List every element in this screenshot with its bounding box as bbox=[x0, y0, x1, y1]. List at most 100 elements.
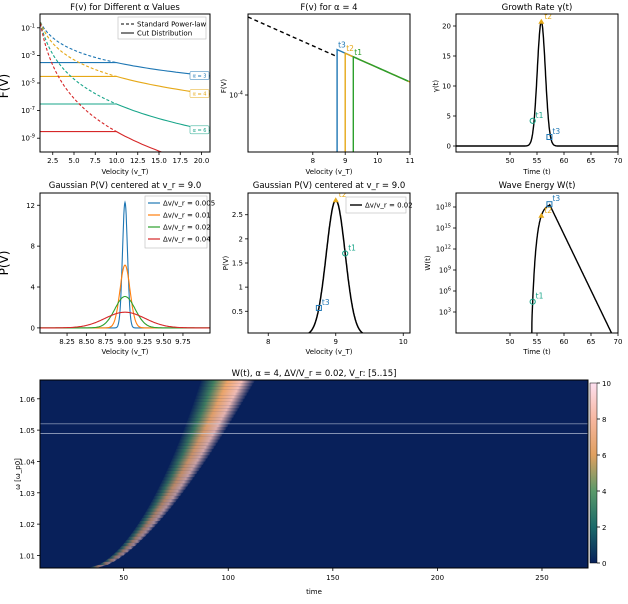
heatmap-band-segment bbox=[174, 448, 214, 453]
heatmap-band-segment bbox=[111, 552, 128, 556]
legend-entry: Δv/v_r = 0.04 bbox=[163, 236, 211, 244]
heatmap-band-segment bbox=[137, 521, 160, 525]
x-tick-label: 50 bbox=[506, 157, 515, 165]
panel-title: Growth Rate γ(t) bbox=[502, 3, 573, 13]
powerlaw-line bbox=[248, 16, 336, 57]
y-axis-label: ω [ω_p0] bbox=[14, 458, 22, 490]
heatmap-band-segment bbox=[166, 467, 201, 471]
heatmap-band-segment bbox=[197, 386, 252, 390]
plot-frame bbox=[455, 192, 619, 334]
legend-entry: Δv/v_r = 0.02 bbox=[163, 224, 211, 232]
y-tick-label: 10-3 bbox=[21, 51, 35, 60]
x-tick-label: 200 bbox=[431, 574, 444, 582]
wave-energy-curve bbox=[531, 203, 613, 333]
series-tag: α = 4 bbox=[193, 92, 207, 98]
y-tick-label: 2.5 bbox=[232, 211, 243, 219]
heatmap-band-segment bbox=[143, 511, 168, 515]
heatmap-band-segment bbox=[124, 539, 142, 543]
y-tick-label: 10-1 bbox=[21, 23, 35, 32]
legend: Δv/v_r = 0.02 bbox=[345, 196, 413, 214]
legend-entry: Δv/v_r = 0.005 bbox=[163, 200, 215, 208]
heatmap-band-segment bbox=[115, 549, 132, 553]
time-marker bbox=[546, 201, 553, 208]
heatmap-band-segment bbox=[188, 414, 235, 418]
colorbar-tick-label: 4 bbox=[602, 488, 607, 496]
heatmap-band-segment bbox=[98, 561, 114, 565]
time-marker bbox=[529, 298, 536, 305]
time-marker bbox=[538, 18, 545, 24]
y-tick-label: 12 bbox=[26, 202, 35, 210]
panel-title: W(t), α = 4, ΔV/V_r = 0.02, V_r: [5..15] bbox=[232, 369, 397, 379]
x-axis-label: time bbox=[306, 588, 322, 596]
time-marker bbox=[342, 250, 349, 257]
time-marker-label: t2 bbox=[544, 206, 552, 215]
heatmap-band-segment bbox=[147, 505, 173, 509]
time-marker-label: t3 bbox=[552, 194, 560, 203]
colorbar-tick-label: 0 bbox=[602, 560, 606, 568]
y-tick-label: 109 bbox=[439, 266, 451, 275]
heatmap-band-segment bbox=[182, 430, 226, 434]
y-tick-label: 1018 bbox=[436, 203, 451, 212]
colorbar-tick-label: 6 bbox=[602, 452, 607, 460]
y-tick-label: 10-5 bbox=[21, 79, 35, 88]
y-tick-label: 1.05 bbox=[19, 427, 35, 435]
time-marker-label: t2 bbox=[346, 44, 354, 53]
plot-frame bbox=[247, 192, 411, 334]
time-marker-label: t1 bbox=[354, 48, 362, 57]
x-tick-label: 10.0 bbox=[109, 157, 125, 165]
panel-title: F(v) for Different α Values bbox=[70, 3, 180, 13]
heatmap-band-segment bbox=[183, 427, 228, 431]
time-marker-label: t1 bbox=[536, 111, 544, 120]
x-tick-label: 9.00 bbox=[117, 338, 133, 346]
heatmap-band-segment bbox=[141, 514, 165, 518]
y-tick-label: 15 bbox=[442, 53, 451, 61]
x-tick-label: 250 bbox=[535, 574, 548, 582]
y-tick-label: 1.03 bbox=[19, 490, 35, 498]
x-tick-label: 55 bbox=[533, 157, 542, 165]
x-tick-label: 20.0 bbox=[194, 157, 210, 165]
heatmap-band-segment bbox=[193, 398, 245, 402]
heatmap-band-segment bbox=[192, 401, 243, 406]
heatmap-band-segment bbox=[186, 417, 233, 421]
x-tick-label: 9 bbox=[334, 338, 338, 346]
legend-entry: Δv/v_r = 0.01 bbox=[163, 212, 211, 220]
plot-frame bbox=[247, 13, 411, 153]
heatmap-band-segment bbox=[200, 380, 256, 384]
legend-entry: Standard Power-law bbox=[137, 21, 207, 29]
heatmap-band-segment bbox=[145, 508, 171, 512]
y-axis-label: F(V) bbox=[220, 79, 228, 94]
heatmap-band-segment bbox=[150, 499, 178, 503]
series-tag: α = 6 bbox=[193, 128, 207, 134]
heatmap-band-segment bbox=[129, 533, 148, 537]
x-axis-label: Velocity (v_T) bbox=[305, 348, 352, 356]
x-tick-label: 8 bbox=[266, 338, 270, 346]
y-tick-label: 8 bbox=[31, 243, 35, 251]
x-axis-label: Time (t) bbox=[522, 348, 551, 356]
y-tick-label: 2 bbox=[239, 235, 243, 243]
x-tick-label: 12.5 bbox=[130, 157, 146, 165]
y-tick-label: 0 bbox=[31, 324, 35, 332]
time-marker-label: t2 bbox=[544, 12, 552, 21]
y-tick-label: 103 bbox=[439, 308, 451, 317]
heatmap-band-segment bbox=[162, 477, 194, 481]
heatmap-band-segment bbox=[194, 395, 246, 399]
y-axis-label: W(t) bbox=[424, 255, 432, 270]
y-axis-label: F(V) bbox=[0, 74, 11, 98]
time-marker-label: t1 bbox=[536, 292, 544, 301]
time-marker bbox=[315, 304, 322, 311]
heatmap-band-segment bbox=[149, 502, 176, 506]
y-axis-label: P(V) bbox=[222, 256, 230, 271]
x-tick-label: 8.25 bbox=[59, 338, 75, 346]
y-axis-label: P(V) bbox=[0, 251, 11, 276]
x-tick-label: 100 bbox=[222, 574, 235, 582]
y-tick-label: 1.01 bbox=[19, 552, 35, 560]
heatmap-band-segment bbox=[175, 445, 216, 449]
x-axis-label: Time (t) bbox=[522, 168, 551, 176]
heatmap-band-segment bbox=[139, 517, 163, 521]
heatmap-band-segment bbox=[121, 542, 139, 547]
heatmap-band-segment bbox=[180, 433, 224, 437]
heatmap-band-segment bbox=[179, 436, 222, 440]
panel-title: F(v) for α = 4 bbox=[300, 3, 357, 13]
